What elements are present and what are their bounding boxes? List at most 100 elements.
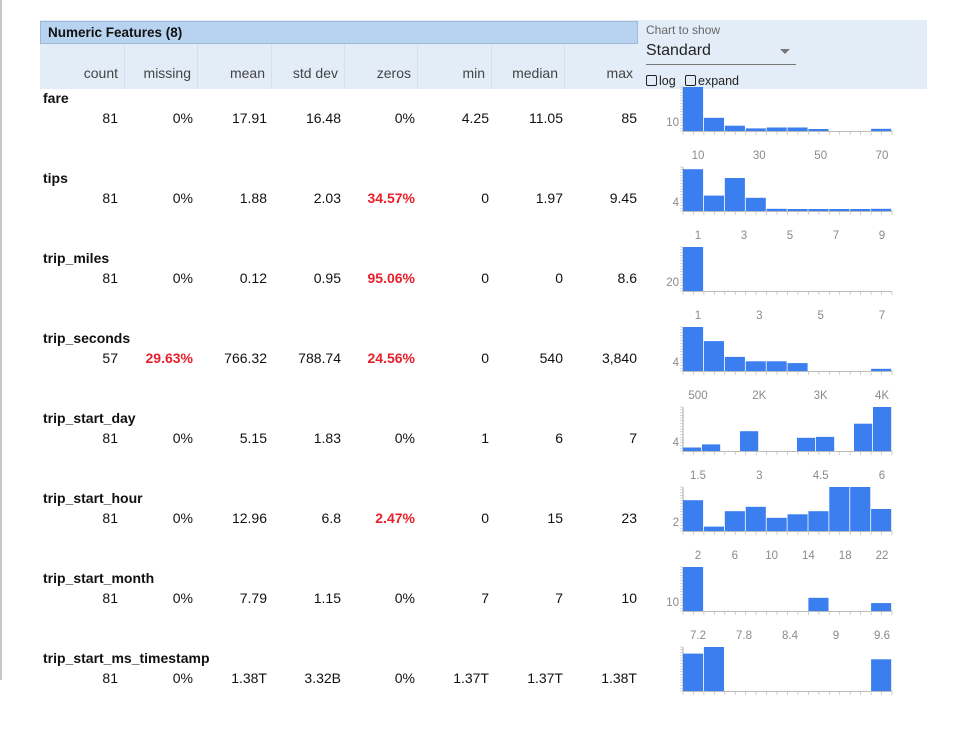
histogram-bar [808,129,829,131]
histogram-bar [683,87,704,131]
histogram-bar [808,511,829,531]
median-value: 7 [555,590,563,606]
median-value: 1.37T [527,670,563,686]
histogram-bar [808,597,829,611]
log-checkbox[interactable]: log [646,74,676,88]
count-value: 81 [102,110,118,126]
y-tick-label: 4 [673,357,680,369]
histogram-bar [745,128,766,131]
x-tick-label: 8.4 [782,630,799,642]
count-value: 81 [102,510,118,526]
feature-row: trip_start_day 81 0% 5.15 1.83 0% 1 6 7 4 1.5 3 4.5 6 [0,406,965,490]
histogram-chart[interactable]: 10 10 30 50 70 [650,82,900,172]
mean-value: 7.79 [239,590,267,606]
max-value: 8.6 [617,270,637,286]
col-median[interactable]: median [492,44,565,89]
std-dev-value: 788.74 [298,350,341,366]
chart-type-value: Standard [646,42,711,59]
count-value: 81 [102,190,118,206]
x-tick-label: 5 [817,310,823,322]
col-count[interactable]: count [40,44,125,89]
max-value: 9.45 [609,190,637,206]
std-dev-value: 16.48 [305,110,341,126]
x-tick-label: 4.5 [813,470,829,482]
zeros-value: 95.06% [367,270,415,286]
min-value: 4.25 [461,110,489,126]
histogram-bar [797,437,816,451]
histogram-bar [745,506,766,531]
feature-row: trip_start_ms_timestamp 81 0% 1.38T 3.32B 0% 1… [0,646,965,730]
histogram-chart[interactable]: 20 1 3 5 7 [650,242,900,332]
histogram-bar [724,511,745,531]
mean-value: 5.15 [239,430,267,446]
x-tick-label: 3 [756,310,762,322]
histogram-bar [871,368,892,371]
count-value: 81 [102,670,118,686]
missing-value: 0% [172,510,193,526]
mean-value: 17.91 [231,110,267,126]
median-value: 0 [555,270,563,286]
count-value: 57 [102,350,118,366]
col-zeros[interactable]: zeros [345,44,418,89]
histogram-bar [683,447,702,451]
max-value: 85 [621,110,637,126]
x-tick-label: 7.2 [690,630,706,642]
max-value: 23 [621,510,637,526]
zeros-value: 2.47% [375,510,415,526]
missing-value: 0% [172,430,193,446]
min-value: 0 [481,510,489,526]
x-tick-label: 2K [752,390,766,402]
feature-name: trip_start_ms_timestamp [43,650,210,666]
mean-value: 12.96 [231,510,267,526]
histogram-bar [745,197,766,211]
x-tick-label: 4K [875,390,889,402]
feature-row: trip_start_hour 81 0% 12.96 6.8 2.47% 0 15 23 2 2 6… [0,486,965,570]
chart-to-show-label: Chart to show [646,23,721,37]
histogram-chart[interactable]: 4 1 3 5 7 9 [650,162,900,252]
mean-value: 1.38T [231,670,267,686]
max-value: 3,840 [601,350,637,366]
col-std-dev[interactable]: std dev [272,44,345,89]
zeros-value: 0% [394,590,415,606]
histogram-chart[interactable] [650,642,900,732]
x-tick-label: 2 [695,550,701,562]
histogram-bar [703,195,724,211]
histogram-bar [766,208,787,211]
histogram-bar [787,363,808,371]
missing-value: 0% [172,590,193,606]
histogram-bar [683,327,704,371]
histogram-chart[interactable]: 22 6 10 14 18 22 [650,482,900,572]
y-tick-label: 10 [666,597,679,609]
x-tick-label: 10 [692,150,705,162]
expand-checkbox[interactable]: expand [685,74,739,88]
col-max[interactable]: max [606,65,633,81]
histogram-bar [808,209,829,211]
histogram-bar [683,500,704,531]
x-tick-label: 22 [876,550,889,562]
min-value: 0 [481,270,489,286]
histogram-chart[interactable]: 4 1.5 3 4.5 6 [650,402,900,492]
left-border [0,0,2,680]
count-value: 81 [102,430,118,446]
histogram-bar [871,208,892,211]
col-mean[interactable]: mean [198,44,272,89]
col-min[interactable]: min [418,44,492,89]
feature-name: fare [43,90,69,106]
zeros-value: 34.57% [367,190,415,206]
std-dev-value: 0.95 [313,270,341,286]
x-tick-label: 3 [756,470,762,482]
std-dev-value: 1.83 [313,430,341,446]
median-value: 540 [539,350,563,366]
histogram-chart[interactable]: 10 7.2 7.8 8.4 9 9.6 [650,562,900,652]
checkbox-icon [685,75,696,86]
chart-type-select[interactable]: Standard [646,40,796,65]
x-tick-label: 50 [814,150,827,162]
histogram-chart[interactable]: 4 500 2K 3K 4K [650,322,900,412]
max-value: 10 [621,590,637,606]
zeros-value: 0% [394,670,415,686]
col-missing[interactable]: missing [125,44,198,89]
min-value: 7 [481,590,489,606]
missing-value: 0% [172,270,193,286]
histogram-bar [873,407,892,451]
mean-value: 766.32 [224,350,267,366]
